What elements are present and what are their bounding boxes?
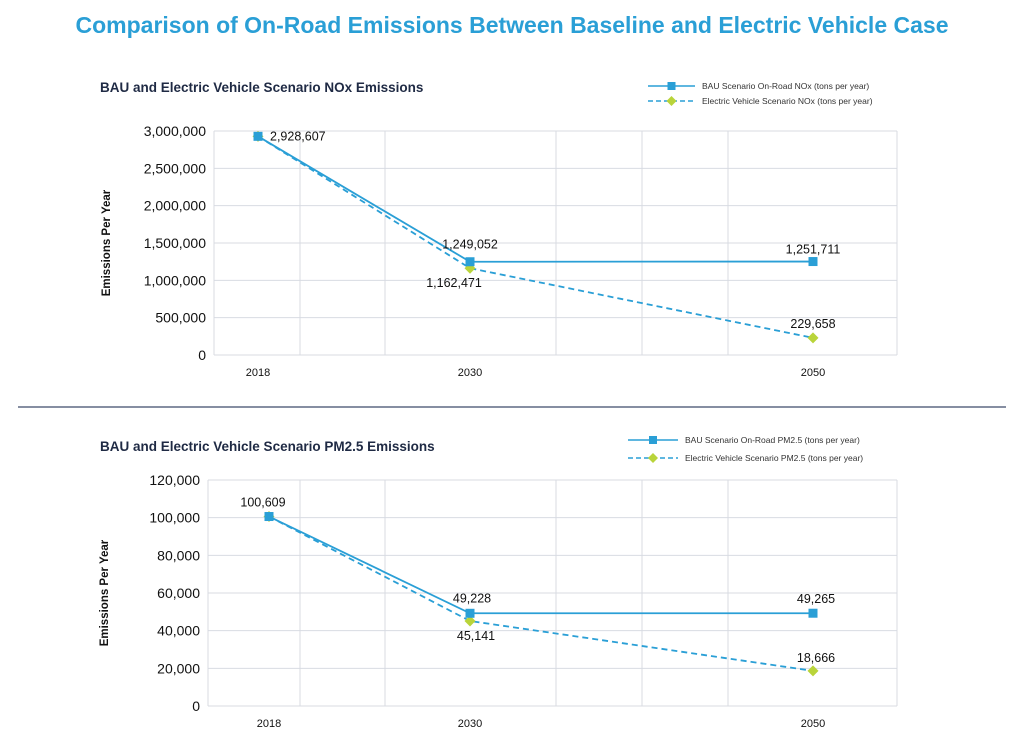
page-title: Comparison of On-Road Emissions Between … [75,12,949,38]
x-tick-label: 2050 [801,367,825,379]
x-tick-label: 2030 [458,718,482,730]
bau-point [465,257,475,267]
data-label: 49,228 [453,591,491,605]
x-tick-label: 2018 [246,367,270,379]
y-tick-label: 2,500,000 [144,160,206,176]
chart-title: BAU and Electric Vehicle Scenario NOx Em… [100,80,423,95]
x-tick-label: 2018 [257,718,281,730]
y-tick-label: 3,000,000 [144,123,206,139]
legend-label-ev: Electric Vehicle Scenario NOx (tons per … [702,96,873,106]
y-tick-label: 0 [198,347,206,363]
bau-series-line [268,515,814,615]
data-label: 229,658 [790,317,835,331]
y-tick-label: 2,000,000 [144,198,206,214]
x-tick-label: 2050 [801,718,825,730]
x-tick-label: 2030 [458,367,482,379]
y-tick-label: 100,000 [149,510,200,526]
y-tick-label: 500,000 [155,310,206,326]
y-tick-label: 40,000 [157,623,200,639]
data-label: 2,928,607 [270,129,326,143]
y-tick-label: 1,500,000 [144,235,206,251]
legend-label-bau: BAU Scenario On-Road NOx (tons per year) [702,81,869,91]
ev-point [807,332,819,344]
data-label: 1,251,711 [786,243,841,257]
ev-series-line [268,515,814,672]
data-label: 1,162,471 [426,276,482,290]
ev-point [807,665,819,677]
bau-point [465,608,475,618]
data-label: 1,249,052 [442,238,498,252]
legend-label-ev: Electric Vehicle Scenario PM2.5 (tons pe… [685,453,863,463]
legend-marker-ev [666,96,677,106]
y-axis-label: Emissions Per Year [99,539,111,646]
y-axis-label: Emissions Per Year [101,189,113,296]
legend-marker-ev [648,453,658,463]
legend-label-bau: BAU Scenario On-Road PM2.5 (tons per yea… [685,435,860,445]
y-tick-label: 80,000 [157,547,200,563]
data-label: 49,265 [797,592,835,606]
y-tick-label: 1,000,000 [144,272,206,288]
legend-marker-bau [667,82,676,90]
data-label: 18,666 [797,651,835,665]
y-tick-label: 0 [192,698,200,714]
data-label: 45,141 [457,629,495,643]
y-tick-label: 20,000 [157,660,200,676]
chart-title: BAU and Electric Vehicle Scenario PM2.5 … [100,439,435,454]
bau-point [264,512,274,522]
ev-point [464,615,476,627]
bau-point [808,257,818,267]
y-tick-label: 120,000 [149,472,200,488]
data-label: 100,609 [240,496,285,510]
ev-series-line [257,135,814,339]
bau-point [808,608,818,618]
legend-marker-bau [649,436,657,444]
y-tick-label: 60,000 [157,585,200,601]
bau-point [253,131,263,141]
